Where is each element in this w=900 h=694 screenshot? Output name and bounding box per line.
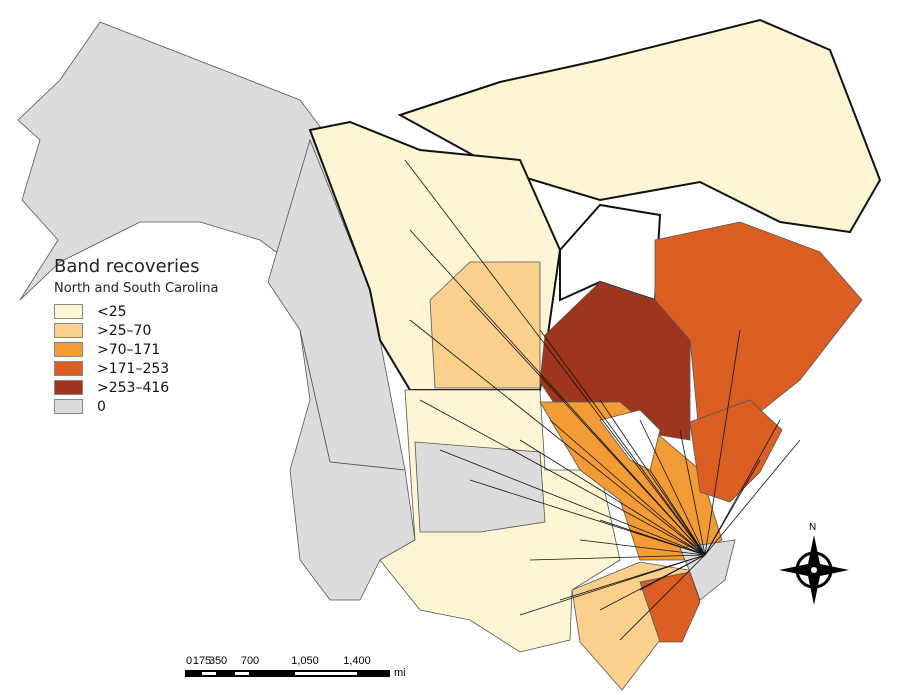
recovery-line <box>529 554 706 561</box>
recovery-line <box>679 429 706 556</box>
legend: Band recoveries North and South Carolina… <box>54 256 218 416</box>
recovery-line <box>559 554 706 601</box>
recovery-line <box>704 439 801 556</box>
scale-tick: 350 <box>208 655 228 667</box>
scale-unit: mi <box>394 667 406 679</box>
legend-item: >25–70 <box>54 321 218 340</box>
recovery-line <box>599 399 706 556</box>
scale-tick: 0 <box>185 655 193 667</box>
recovery-lines <box>404 159 801 641</box>
recovery-line <box>469 479 706 556</box>
legend-label: >70–171 <box>97 341 161 358</box>
legend-label: >171–253 <box>97 360 170 377</box>
recovery-line <box>704 329 741 556</box>
recovery-line <box>419 399 706 556</box>
compass-label: N <box>809 522 817 533</box>
legend-swatch <box>54 304 83 319</box>
legend-item: >253–416 <box>54 378 218 397</box>
recovery-line <box>469 299 706 556</box>
recovery-line <box>519 439 706 556</box>
recovery-line <box>409 229 706 556</box>
recovery-line <box>439 449 706 556</box>
scale-tick: 700 <box>240 655 260 667</box>
legend-subtitle: North and South Carolina <box>54 281 219 296</box>
recovery-line <box>579 539 706 556</box>
legend-item: <25 <box>54 302 218 321</box>
region-us-central <box>414 441 546 533</box>
legend-swatch <box>54 342 83 357</box>
legend-label: <25 <box>97 303 127 320</box>
legend-swatch <box>54 399 83 414</box>
legend-swatch <box>54 323 83 338</box>
recovery-line <box>704 419 781 556</box>
legend-label: >25–70 <box>97 322 152 339</box>
recovery-line <box>639 554 706 591</box>
legend-label: 0 <box>97 398 106 415</box>
recovery-line <box>599 519 706 556</box>
legend-title: Band recoveries <box>54 256 200 277</box>
region-arctic-islands <box>397 18 882 234</box>
recovery-line <box>619 554 706 641</box>
recovery-line <box>409 319 706 556</box>
region-prairie <box>429 261 541 389</box>
recovery-line <box>539 329 706 556</box>
legend-label: >253–416 <box>97 379 170 396</box>
legend-swatch <box>54 380 83 395</box>
recovery-line <box>704 459 761 556</box>
scale-tick: 1,400 <box>343 655 371 667</box>
region-georgia <box>639 571 701 643</box>
recovery-line <box>519 554 706 616</box>
scale-tick: 1,050 <box>291 655 319 667</box>
recovery-line <box>649 469 706 556</box>
region-us-northeast <box>689 399 783 503</box>
region-us-west <box>289 329 416 601</box>
legend-item: >171–253 <box>54 359 218 378</box>
recovery-line <box>404 159 706 556</box>
legend-item: 0 <box>54 397 218 416</box>
scale-tick: 175 <box>192 655 212 667</box>
recovery-line <box>549 419 706 556</box>
recovery-line <box>639 419 706 556</box>
legend-item: >70–171 <box>54 340 218 359</box>
region-ontario <box>539 281 691 441</box>
legend-swatch <box>54 361 83 376</box>
